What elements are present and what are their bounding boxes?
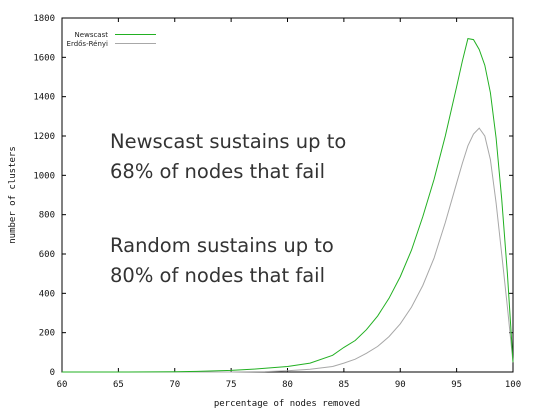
series-lines (62, 38, 514, 373)
x-axis-label: percentage of nodes removed (214, 399, 360, 409)
y-tick-label: 1000 (33, 171, 55, 181)
plot-frame (61, 17, 514, 373)
x-tick-label: 65 (113, 380, 124, 390)
y-tick-label: 1200 (33, 132, 55, 142)
y-tick-label: 800 (39, 211, 55, 221)
x-tick-label: 60 (57, 380, 68, 390)
legend: Newscast Erdős-Rényi (67, 31, 156, 48)
y-tick-label: 1400 (33, 93, 55, 103)
series-line-newscast (62, 38, 514, 373)
y-axis-label: number of clusters (8, 146, 18, 244)
x-tick-label: 100 (505, 380, 521, 390)
x-tick-label: 80 (282, 380, 293, 390)
x-tick-label: 70 (169, 380, 180, 390)
y-tick-label: 1800 (33, 14, 55, 24)
x-tick-label: 90 (395, 380, 406, 390)
x-tick-label: 85 (338, 380, 349, 390)
legend-label-newscast: Newscast (75, 31, 109, 39)
y-tick-label: 1600 (33, 53, 55, 63)
y-tick-label: 200 (39, 329, 55, 339)
y-tick-label: 600 (39, 250, 55, 260)
legend-label-erdos-renyi: Erdős-Rényi (67, 39, 109, 48)
x-tick-label: 75 (226, 380, 237, 390)
series-line-erd-s-r-nyi (62, 127, 514, 373)
annotation-newscast-line-1: Newscast sustains up to (110, 130, 346, 153)
x-tick-label: 95 (451, 380, 462, 390)
axis-ticks: 60 65 70 75 80 85 90 95 100020040060080010001200… (33, 14, 521, 390)
annotation-random-line-1: Random sustains up to (110, 234, 334, 257)
y-tick-label: 0 (50, 368, 55, 378)
annotation-newscast-line-2: 68% of nodes that fail (110, 160, 325, 183)
annotation-newscast: Newscast sustains up to 68% of nodes tha… (110, 130, 346, 183)
annotation-random-line-2: 80% of nodes that fail (110, 264, 325, 287)
y-tick-label: 400 (39, 289, 55, 299)
annotation-random: Random sustains up to 80% of nodes that … (110, 234, 334, 287)
